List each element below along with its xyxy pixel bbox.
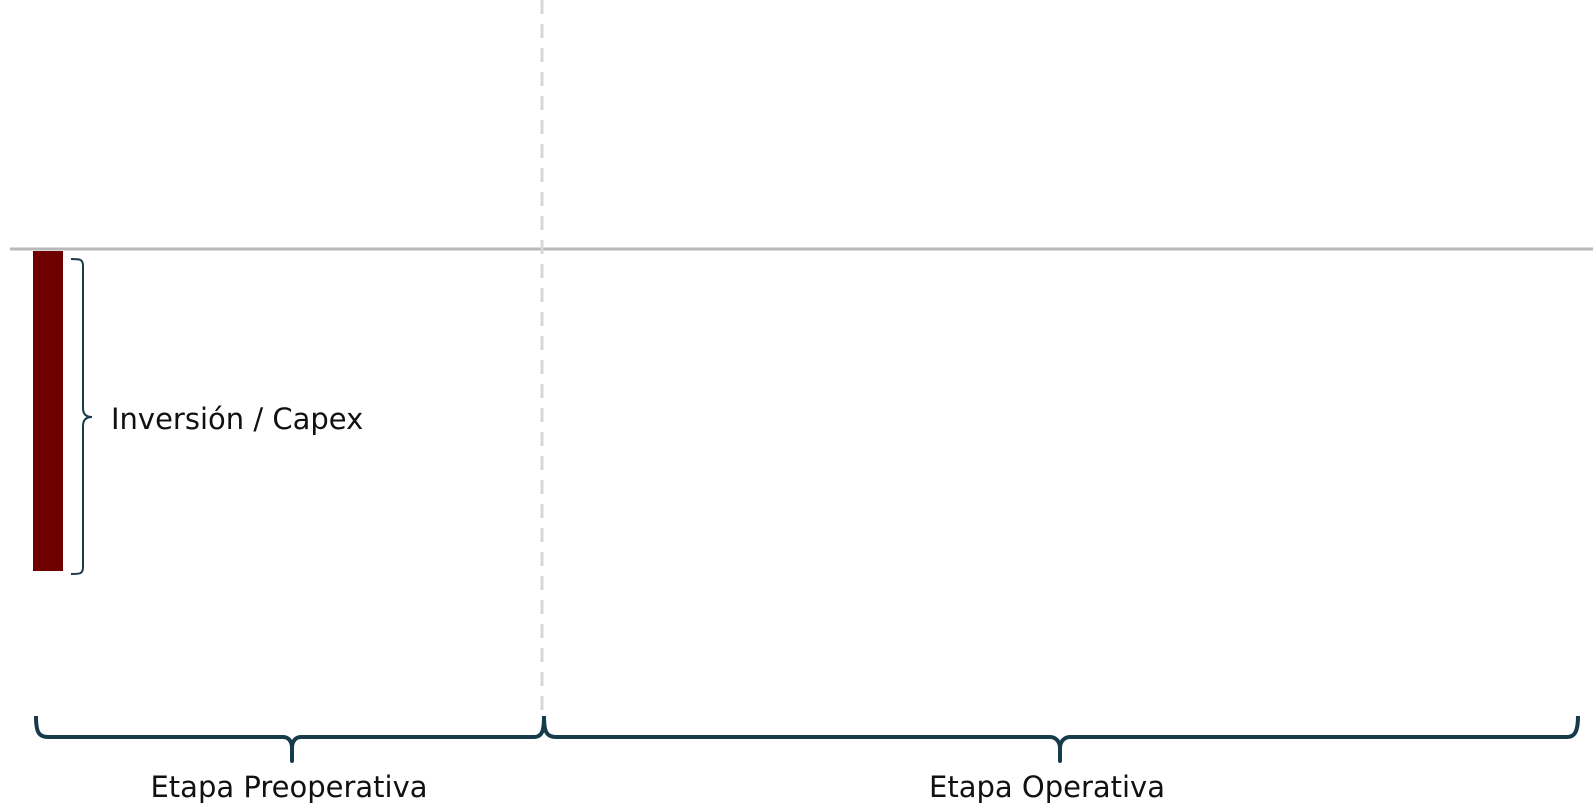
- preoperative-stage-label: Etapa Preoperativa: [150, 770, 427, 804]
- operative-stage-label: Etapa Operativa: [929, 770, 1165, 804]
- capex-brace: [70, 258, 93, 575]
- preoperative-brace: [34, 715, 546, 763]
- capex-bar: [33, 251, 63, 571]
- operative-brace: [542, 715, 1580, 763]
- capex-label: Inversión / Capex: [111, 402, 363, 436]
